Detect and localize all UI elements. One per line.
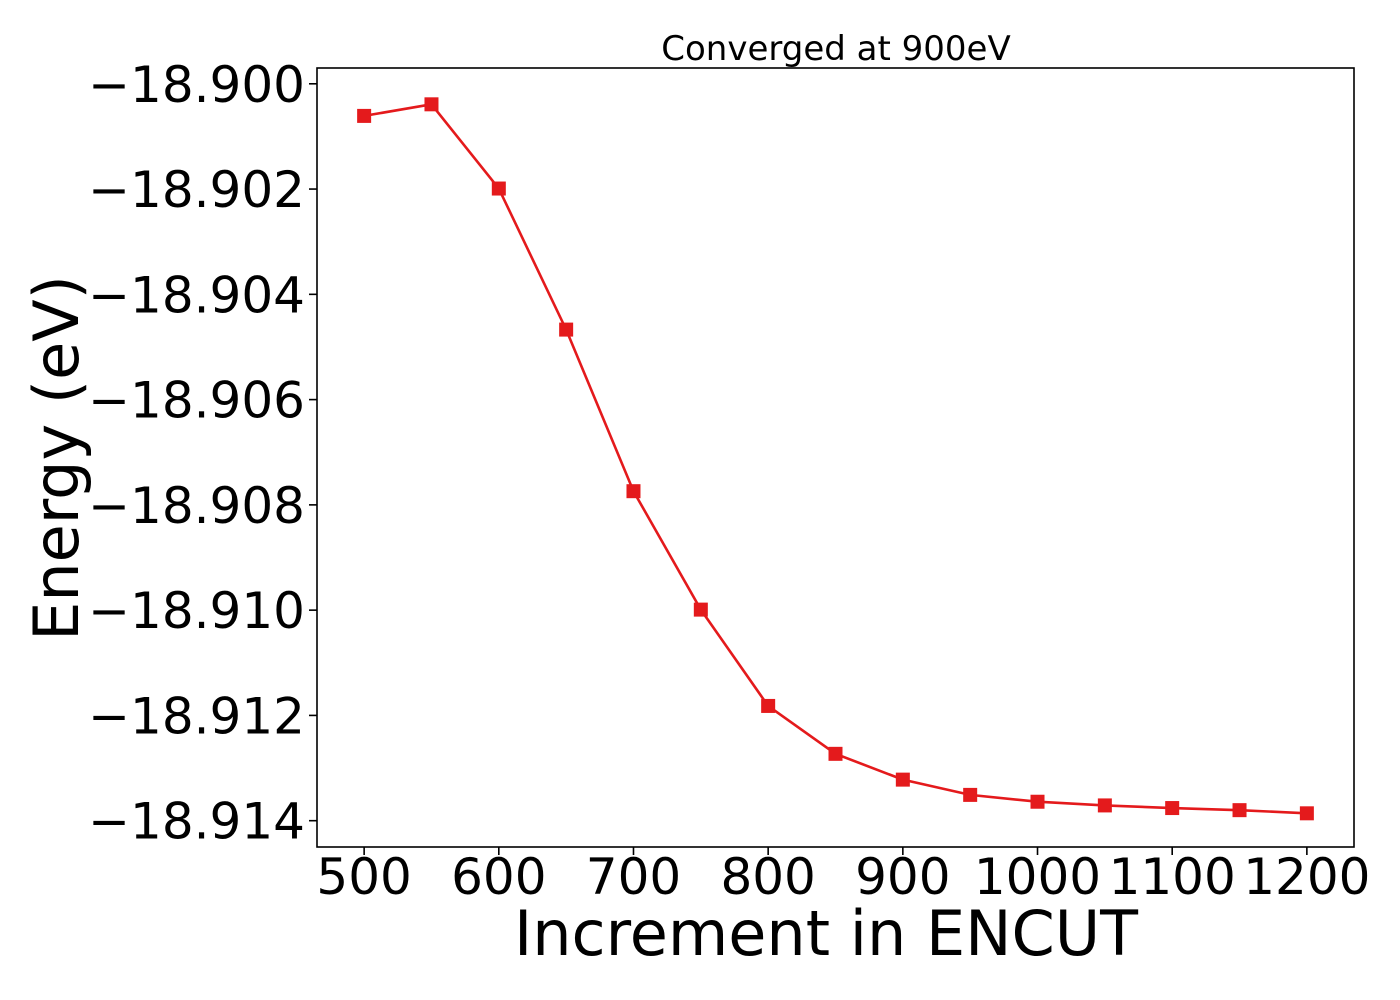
y-tick-label: −18.914 (88, 793, 305, 851)
data-point-marker (1030, 794, 1045, 809)
data-point-marker (895, 772, 910, 787)
data-point-marker (693, 602, 708, 617)
x-tick-label: 800 (720, 848, 815, 906)
y-tick-label: −18.908 (88, 477, 305, 535)
y-tick-label: −18.902 (88, 161, 305, 219)
x-tick-label: 1200 (1243, 848, 1370, 906)
x-axis-label: Increment in ENCUT (514, 897, 1139, 970)
x-tick-label: 900 (855, 848, 950, 906)
data-point-marker (828, 746, 843, 761)
y-tick-label: −18.904 (88, 266, 305, 324)
x-tick-label: 600 (451, 848, 546, 906)
y-axis: −18.900 −18.902 −18.904 −18.906 −18.908 −18.9… (88, 56, 317, 851)
data-point-marker (1232, 803, 1247, 818)
y-tick-label: −18.912 (88, 687, 305, 745)
x-tick-label: 1000 (974, 848, 1101, 906)
y-tick-label: −18.900 (88, 56, 305, 114)
data-point-marker (1097, 798, 1112, 813)
chart-title: Converged at 900eV (661, 29, 1010, 69)
data-point-marker (626, 484, 641, 499)
data-point-marker (559, 322, 574, 337)
y-axis-label: Energy (eV) (20, 275, 93, 641)
data-point-marker (357, 108, 372, 123)
y-tick-label: −18.906 (88, 372, 305, 430)
series-layer (357, 97, 1314, 821)
data-point-marker (761, 698, 776, 713)
data-point-marker (1299, 806, 1314, 821)
data-point-marker (963, 787, 978, 802)
x-axis: 500 600 700 800 900 1000 1100 1200 (316, 847, 1370, 906)
data-point-marker (491, 181, 506, 196)
x-tick-label: 500 (316, 848, 411, 906)
data-point-marker (1165, 801, 1180, 816)
x-tick-label: 700 (586, 848, 681, 906)
y-tick-label: −18.910 (88, 582, 305, 640)
data-point-marker (424, 97, 439, 112)
x-tick-label: 1100 (1109, 848, 1236, 906)
plot-frame (316, 67, 1355, 848)
series-line (363, 102, 1307, 815)
